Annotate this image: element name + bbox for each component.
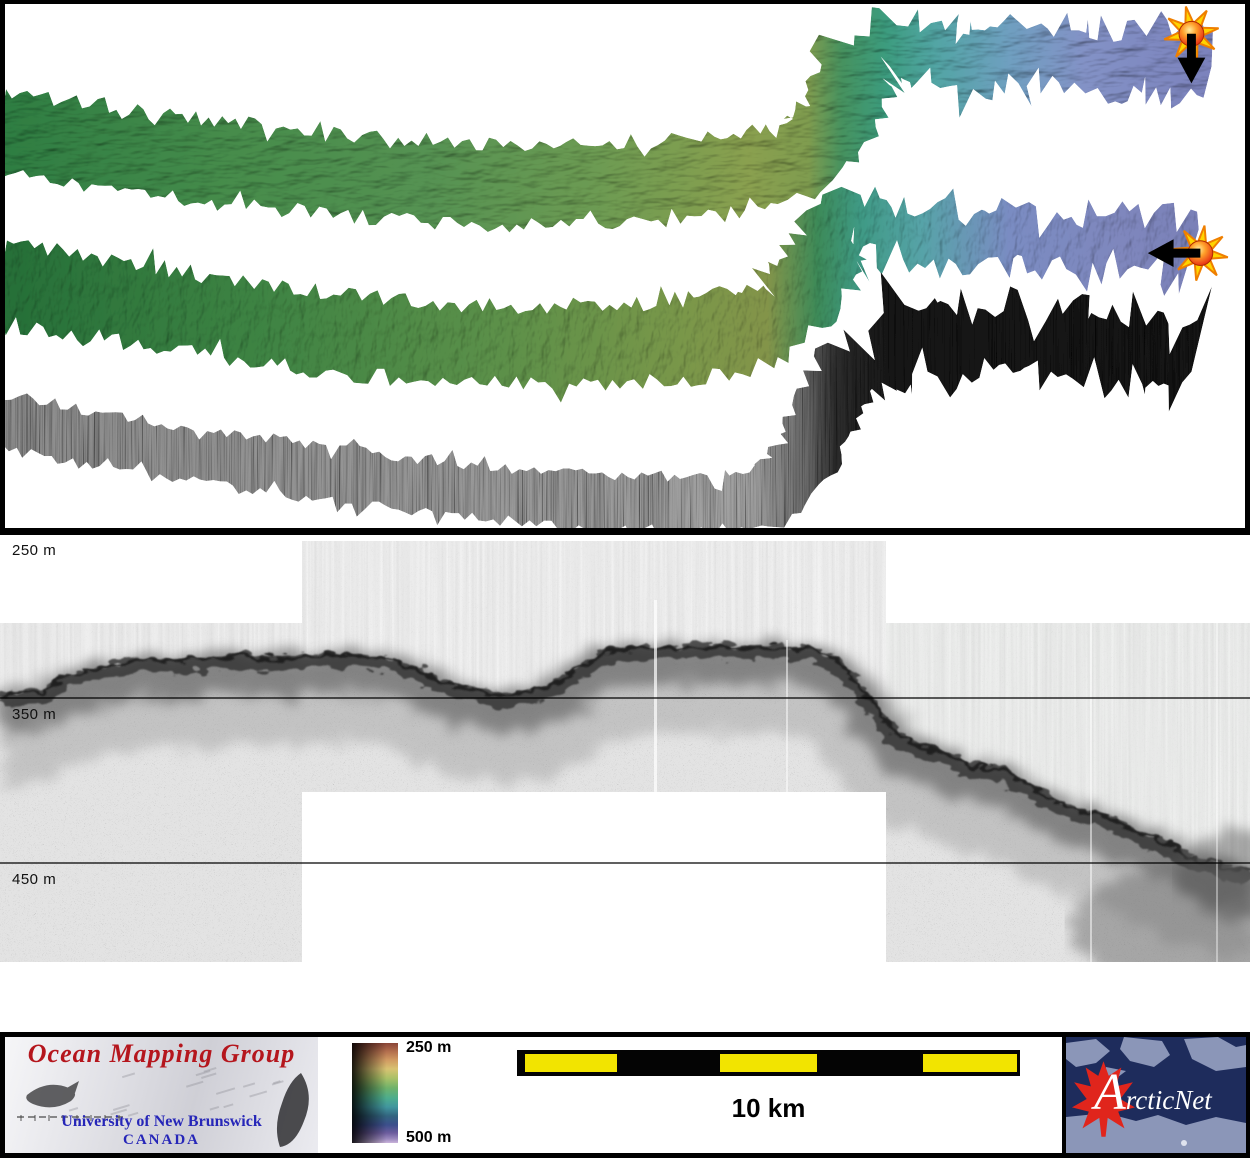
bathymetry-swath-upper <box>5 7 1213 233</box>
colorbar-top-label: 250 m <box>406 1039 452 1056</box>
maple-leaf-icon <box>1072 1061 1135 1137</box>
sun-burst-marker-down <box>1163 6 1220 84</box>
arctic-landmass <box>1120 1037 1170 1067</box>
scale-bar-segment <box>525 1054 617 1072</box>
seafloor-band-soft <box>0 641 1250 959</box>
depth-colorbar <box>352 1043 398 1143</box>
echogram-panel: 250 m 350 m 450 m <box>0 535 1250 1032</box>
colorbar-shading <box>352 1043 398 1143</box>
seafloor-reflector-line <box>0 644 1250 874</box>
arcticnet-logo: ArcticNet <box>1066 1037 1246 1153</box>
footer-bar: Ocean Mapping Group University of New Br… <box>0 1032 1250 1158</box>
scale-bar-segment <box>923 1054 1017 1072</box>
data-gap-line <box>654 600 657 800</box>
omg-logo-artwork <box>17 1066 309 1147</box>
scale-bar-label: 10 km <box>731 1093 806 1123</box>
arcticnet-initial: A <box>1094 1064 1126 1121</box>
scale-bar <box>517 1050 1020 1076</box>
arctic-landmass <box>1066 1039 1110 1067</box>
arctic-landmass <box>1066 1113 1246 1153</box>
ocean-mapping-group-logo: Ocean Mapping Group University of New Br… <box>5 1037 318 1153</box>
swath-overview-svg <box>5 6 1229 528</box>
echogram-svg <box>0 541 1250 962</box>
sidescan-swath <box>5 271 1212 528</box>
legend-panel: 250 m 500 m 10 km <box>318 1037 1062 1153</box>
fish-silhouette-right <box>276 1073 309 1147</box>
depth-label-450m: 450 m <box>12 871 57 888</box>
arctic-landmass <box>1184 1037 1246 1071</box>
bathymetry-swath-lower <box>5 186 1199 403</box>
swath-overview-panel <box>0 0 1250 528</box>
data-gap-line <box>1090 623 1092 962</box>
data-gap-line <box>786 640 788 800</box>
omg-title: Ocean Mapping Group <box>27 1039 296 1068</box>
data-gap-line <box>1216 623 1218 962</box>
section-divider <box>0 528 1250 535</box>
depth-label-350m: 350 m <box>12 706 57 723</box>
depth-label-250m: 250 m <box>12 542 57 559</box>
colorbar-bottom-label: 500 m <box>406 1129 452 1146</box>
fish-silhouette-left <box>26 1081 79 1108</box>
scale-bar-segment <box>720 1054 817 1072</box>
arcticnet-name: ArcticNet <box>1094 1064 1212 1121</box>
omg-country: CANADA <box>123 1132 200 1148</box>
arcticnet-artwork <box>1066 1037 1246 1153</box>
omg-university: University of New Brunswick <box>61 1113 262 1130</box>
sun-burst-marker-left <box>1147 225 1229 281</box>
